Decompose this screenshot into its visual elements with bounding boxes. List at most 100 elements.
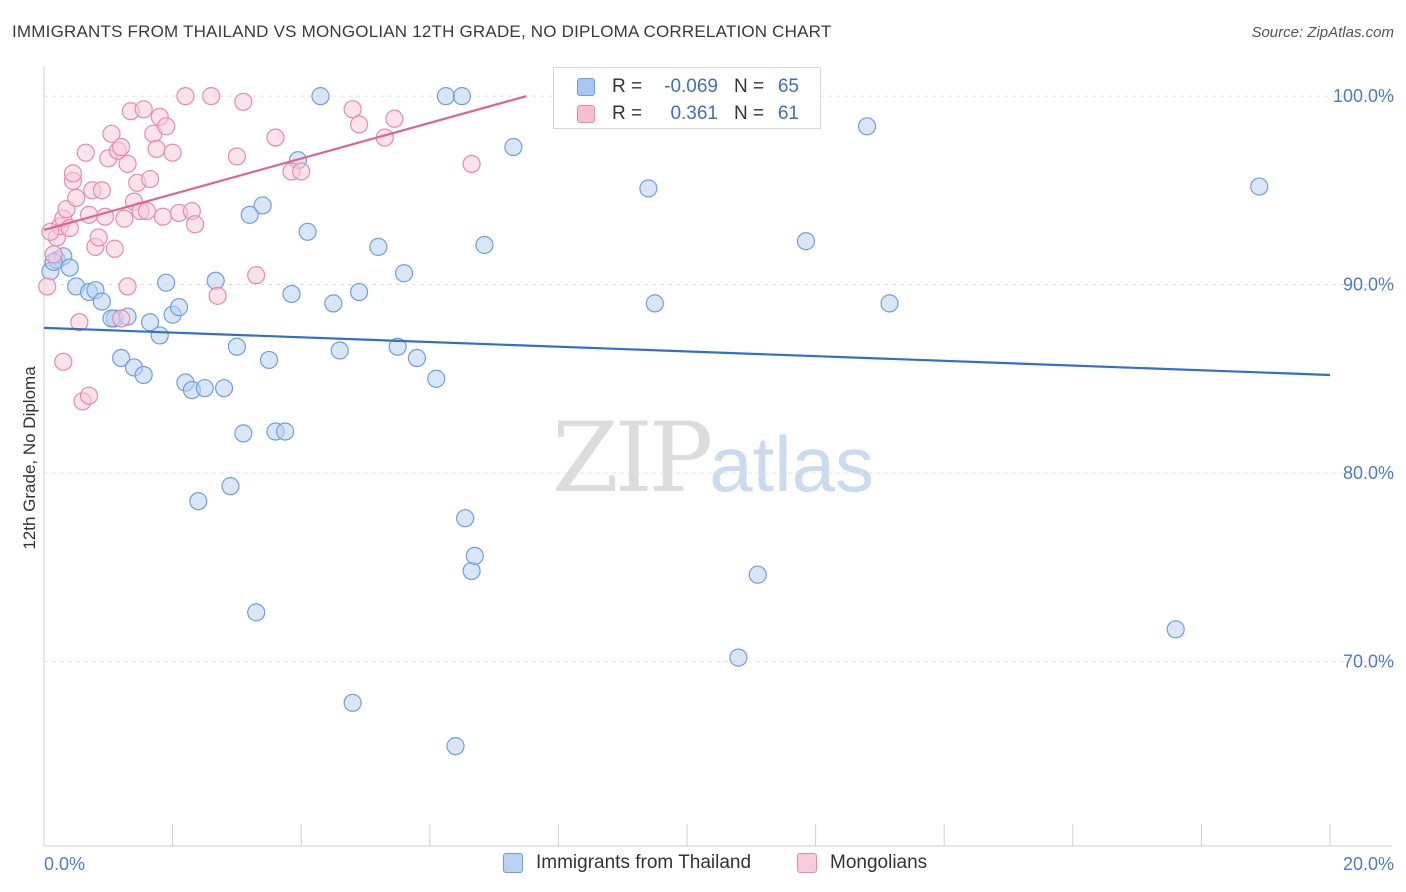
point-mongolians bbox=[247, 266, 266, 285]
point-thailand bbox=[748, 565, 767, 584]
watermark-zip: ZIP bbox=[552, 402, 713, 514]
point-mongolians bbox=[186, 215, 205, 234]
stats-legend-row-mongolians: R = 0.361 N = 61 bbox=[554, 101, 820, 127]
point-mongolians bbox=[44, 245, 63, 264]
point-mongolians bbox=[38, 277, 57, 296]
legend-label-thailand: Immigrants from Thailand bbox=[536, 852, 752, 873]
trendline-thailand bbox=[43, 326, 1331, 377]
point-thailand bbox=[92, 292, 111, 311]
point-thailand bbox=[247, 603, 266, 622]
legend-swatch-thailand bbox=[503, 853, 523, 873]
r-value: 0.361 bbox=[670, 103, 718, 124]
point-mongolians bbox=[115, 209, 134, 228]
point-mongolians bbox=[137, 201, 156, 221]
point-mongolians bbox=[266, 128, 285, 147]
point-thailand bbox=[462, 561, 481, 581]
legend-swatch-mongolians bbox=[797, 853, 817, 873]
point-mongolians bbox=[349, 115, 369, 134]
point-thailand bbox=[324, 294, 343, 313]
point-thailand bbox=[857, 117, 877, 136]
point-mongolians bbox=[208, 286, 227, 305]
point-thailand bbox=[60, 258, 79, 277]
point-thailand bbox=[189, 492, 208, 511]
point-thailand bbox=[388, 337, 407, 356]
point-thailand bbox=[169, 298, 189, 317]
point-mongolians bbox=[76, 143, 95, 162]
point-thailand bbox=[369, 237, 388, 256]
point-mongolians bbox=[462, 154, 481, 174]
point-mongolians bbox=[163, 143, 182, 162]
r-label: R = bbox=[612, 103, 643, 124]
point-mongolians bbox=[67, 188, 86, 207]
n-label: N = bbox=[734, 76, 765, 97]
point-thailand bbox=[465, 546, 484, 565]
point-mongolians bbox=[70, 313, 89, 332]
point-thailand bbox=[112, 348, 131, 368]
point-mongolians bbox=[147, 139, 166, 158]
point-thailand bbox=[427, 369, 446, 388]
point-thailand bbox=[407, 348, 427, 368]
point-mongolians bbox=[227, 147, 246, 166]
point-mongolians bbox=[343, 100, 362, 119]
point-thailand bbox=[298, 222, 317, 241]
point-thailand bbox=[150, 326, 169, 345]
point-mongolians bbox=[134, 100, 153, 119]
point-thailand bbox=[394, 264, 414, 283]
point-mongolians bbox=[112, 137, 131, 157]
point-thailand bbox=[645, 294, 664, 313]
stats-legend: R = -0.069 N = 65 R = 0.361 N = 61 bbox=[553, 67, 821, 129]
point-thailand bbox=[343, 693, 362, 712]
point-mongolians bbox=[79, 386, 99, 405]
point-mongolians bbox=[54, 352, 73, 371]
point-mongolians bbox=[385, 109, 404, 128]
y-tick-label: 90.0% bbox=[1343, 275, 1394, 295]
point-mongolians bbox=[118, 277, 137, 296]
point-thailand bbox=[253, 196, 272, 215]
chart-title: IMMIGRANTS FROM THAILAND VS MONGOLIAN 12… bbox=[12, 22, 832, 41]
point-mongolians bbox=[176, 87, 195, 106]
y-tick-label: 100.0% bbox=[1333, 86, 1394, 106]
point-thailand bbox=[195, 379, 214, 398]
point-mongolians bbox=[202, 87, 221, 106]
point-thailand bbox=[729, 648, 748, 667]
point-thailand bbox=[134, 365, 153, 385]
point-thailand bbox=[456, 509, 475, 528]
point-mongolians bbox=[92, 181, 111, 200]
r-value: -0.069 bbox=[664, 76, 718, 97]
point-thailand bbox=[221, 477, 240, 496]
point-thailand bbox=[504, 137, 523, 157]
point-thailand bbox=[282, 284, 301, 304]
point-mongolians bbox=[102, 124, 121, 143]
point-thailand bbox=[436, 87, 455, 106]
y-tick-label: 70.0% bbox=[1343, 651, 1394, 671]
point-mongolians bbox=[157, 117, 176, 136]
point-thailand bbox=[259, 350, 279, 370]
n-value: 61 bbox=[777, 103, 799, 124]
point-mongolians bbox=[118, 154, 137, 174]
point-mongolians bbox=[89, 228, 108, 247]
r-label: R = bbox=[612, 76, 643, 97]
point-mongolians bbox=[63, 164, 83, 183]
watermark: ZIPatlas bbox=[552, 402, 874, 514]
point-thailand bbox=[214, 379, 234, 398]
point-thailand bbox=[446, 737, 465, 756]
x-tick-label: 20.0% bbox=[1343, 854, 1394, 874]
y-tick-label: 80.0% bbox=[1343, 463, 1394, 483]
point-thailand bbox=[330, 341, 349, 360]
point-mongolians bbox=[140, 169, 160, 189]
point-thailand bbox=[349, 282, 369, 302]
trendline-mongolians bbox=[43, 95, 527, 231]
stats-legend-row-thailand: R = -0.069 N = 65 bbox=[554, 74, 820, 100]
point-thailand bbox=[311, 87, 330, 106]
n-value: 65 bbox=[777, 76, 799, 97]
point-thailand bbox=[206, 271, 225, 290]
point-mongolians bbox=[153, 207, 173, 226]
point-thailand bbox=[227, 337, 246, 356]
point-mongolians bbox=[292, 162, 311, 181]
point-mongolians bbox=[105, 239, 124, 258]
series-legend: Immigrants from Thailand Mongolians bbox=[0, 852, 1406, 878]
point-thailand bbox=[639, 179, 658, 198]
watermark-atlas: atlas bbox=[709, 420, 874, 508]
point-thailand bbox=[452, 87, 472, 106]
